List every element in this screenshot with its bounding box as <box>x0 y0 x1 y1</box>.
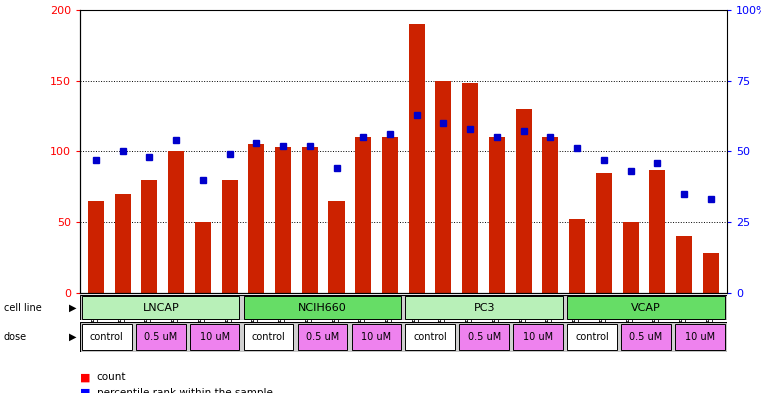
Text: ■: ■ <box>80 372 91 382</box>
Bar <box>567 324 616 350</box>
Bar <box>190 324 240 350</box>
Bar <box>82 296 240 319</box>
Bar <box>88 201 104 293</box>
Bar <box>513 324 563 350</box>
Text: 0.5 uM: 0.5 uM <box>629 332 663 342</box>
Bar <box>489 137 505 293</box>
Bar <box>298 324 347 350</box>
Bar <box>382 137 398 293</box>
Text: 10 uM: 10 uM <box>199 332 230 342</box>
Bar <box>195 222 211 293</box>
Text: LNCAP: LNCAP <box>142 303 179 312</box>
Text: NCIH660: NCIH660 <box>298 303 347 312</box>
Bar <box>460 324 509 350</box>
Text: count: count <box>97 372 126 382</box>
Bar <box>352 324 401 350</box>
Text: dose: dose <box>4 332 27 342</box>
Bar <box>516 109 532 293</box>
Text: 0.5 uM: 0.5 uM <box>144 332 177 342</box>
Text: 0.5 uM: 0.5 uM <box>306 332 339 342</box>
Bar <box>136 324 186 350</box>
Bar <box>82 324 132 350</box>
Bar <box>115 194 131 293</box>
Bar <box>435 81 451 293</box>
Bar <box>543 137 559 293</box>
Text: ■: ■ <box>80 388 91 393</box>
Bar <box>244 296 401 319</box>
Text: 10 uM: 10 uM <box>685 332 715 342</box>
Text: 10 uM: 10 uM <box>361 332 391 342</box>
Text: 0.5 uM: 0.5 uM <box>467 332 501 342</box>
Text: control: control <box>252 332 285 342</box>
Text: ▶: ▶ <box>68 332 76 342</box>
Text: ▶: ▶ <box>68 303 76 312</box>
Text: cell line: cell line <box>4 303 42 312</box>
Bar <box>302 147 318 293</box>
Bar <box>409 24 425 293</box>
Bar <box>168 151 184 293</box>
Bar <box>275 147 291 293</box>
Bar <box>406 296 563 319</box>
Text: control: control <box>575 332 609 342</box>
Bar <box>567 296 724 319</box>
Bar <box>355 137 371 293</box>
Bar <box>675 324 724 350</box>
Bar <box>702 253 718 293</box>
Text: VCAP: VCAP <box>631 303 661 312</box>
Text: 10 uM: 10 uM <box>523 332 553 342</box>
Bar <box>462 83 478 293</box>
Bar <box>596 173 612 293</box>
Bar <box>676 236 692 293</box>
Bar <box>406 324 455 350</box>
Bar <box>569 219 585 293</box>
Bar <box>142 180 158 293</box>
Text: control: control <box>90 332 124 342</box>
Bar <box>248 144 264 293</box>
Text: control: control <box>413 332 447 342</box>
Bar <box>329 201 345 293</box>
Bar <box>221 180 237 293</box>
Text: percentile rank within the sample: percentile rank within the sample <box>97 388 272 393</box>
Bar <box>622 222 638 293</box>
Bar <box>649 170 665 293</box>
Text: PC3: PC3 <box>473 303 495 312</box>
Bar <box>621 324 670 350</box>
Bar <box>244 324 294 350</box>
